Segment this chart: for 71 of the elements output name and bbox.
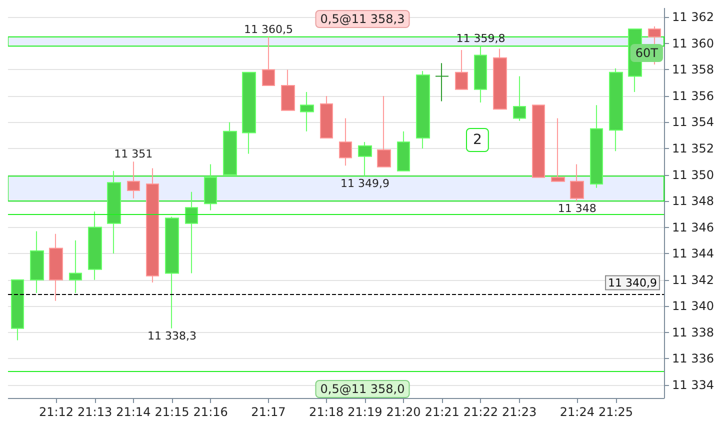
candlestick — [358, 141, 372, 177]
x-tick-label: 21:15 — [154, 405, 190, 419]
candlestick — [165, 216, 179, 329]
x-tick-label: 21:22 — [463, 405, 498, 419]
candlestick — [146, 168, 159, 283]
y-tick-label: 11 354 — [672, 115, 714, 130]
y-tick-label: 11 362 — [672, 10, 714, 24]
candlestick — [532, 104, 545, 178]
x-tick-label: 21:23 — [502, 405, 537, 419]
candlestick — [281, 69, 295, 111]
ref-line-label: 11 340,9 — [608, 276, 658, 290]
candlestick — [242, 72, 256, 154]
y-tick-label: 11 338 — [672, 325, 714, 340]
candlestick — [88, 211, 102, 280]
candlestick — [262, 36, 275, 86]
candlestick — [185, 191, 198, 274]
y-tick-label: 11 344 — [672, 246, 714, 261]
candlestick — [204, 164, 217, 211]
candlestick — [590, 104, 603, 188]
annotation: 0,5@11 358,0 — [320, 382, 405, 396]
y-tick-label: 11 358 — [672, 62, 714, 77]
y-tick-label: 11 356 — [672, 88, 714, 103]
y-tick-label: 11 342 — [672, 272, 714, 287]
x-tick-label: 21:13 — [78, 405, 112, 419]
candlestick — [455, 50, 468, 90]
annotation: 11 338,3 — [148, 329, 196, 342]
x-tick-label: 21:20 — [386, 405, 421, 419]
annotation: 11 360,5 — [244, 22, 293, 36]
candlestick — [30, 230, 44, 294]
y-tick-label: 11 352 — [672, 142, 714, 156]
candlestick — [320, 95, 333, 138]
y-tick-label: 11 340 — [672, 299, 714, 314]
annotation: 11 351 — [114, 148, 153, 161]
x-tick-label: 21:17 — [251, 405, 286, 419]
candlestick — [300, 92, 314, 132]
annotation: 60T — [635, 46, 659, 60]
y-tick-label: 11 346 — [672, 220, 714, 234]
y-tick-label: 11 360 — [672, 36, 714, 50]
x-tick-label: 21:21 — [424, 405, 460, 419]
y-tick-label: 11 336 — [672, 352, 714, 366]
candlestick — [493, 48, 507, 110]
y-tick-label: 11 348 — [672, 194, 714, 208]
x-tick-label: 21:18 — [309, 405, 344, 419]
y-tick-label: 11 350 — [672, 168, 714, 182]
candlestick — [435, 62, 449, 102]
candlestick — [570, 164, 584, 202]
candlestick — [69, 240, 82, 294]
y-tick-label: 11 334 — [672, 378, 714, 392]
candlestick — [107, 170, 121, 254]
x-tick-label: 21:24 — [560, 405, 594, 419]
candlestick — [377, 95, 391, 168]
x-tick-label: 21:14 — [116, 405, 151, 419]
candlestick — [127, 161, 140, 199]
candlestick — [397, 130, 410, 172]
candlestick — [513, 76, 526, 122]
annotation: 2 — [473, 132, 482, 148]
x-tick-label: 21:19 — [348, 405, 382, 419]
x-tick-label: 21:12 — [38, 405, 74, 419]
candlestick — [551, 118, 565, 182]
annotation: 0,5@11 358,3 — [320, 12, 405, 26]
annotation: 11 348 — [558, 202, 596, 216]
candlestick — [609, 68, 623, 152]
candlestick — [474, 46, 487, 104]
x-tick-label: 21:16 — [193, 405, 228, 419]
candlestick — [339, 118, 352, 166]
x-tick-label: 21:25 — [598, 405, 634, 419]
candlestick — [49, 233, 63, 302]
annotation: 11 349,9 — [340, 177, 390, 190]
candlestick — [416, 70, 430, 150]
candlestick — [223, 122, 237, 176]
candlestick — [11, 279, 24, 341]
